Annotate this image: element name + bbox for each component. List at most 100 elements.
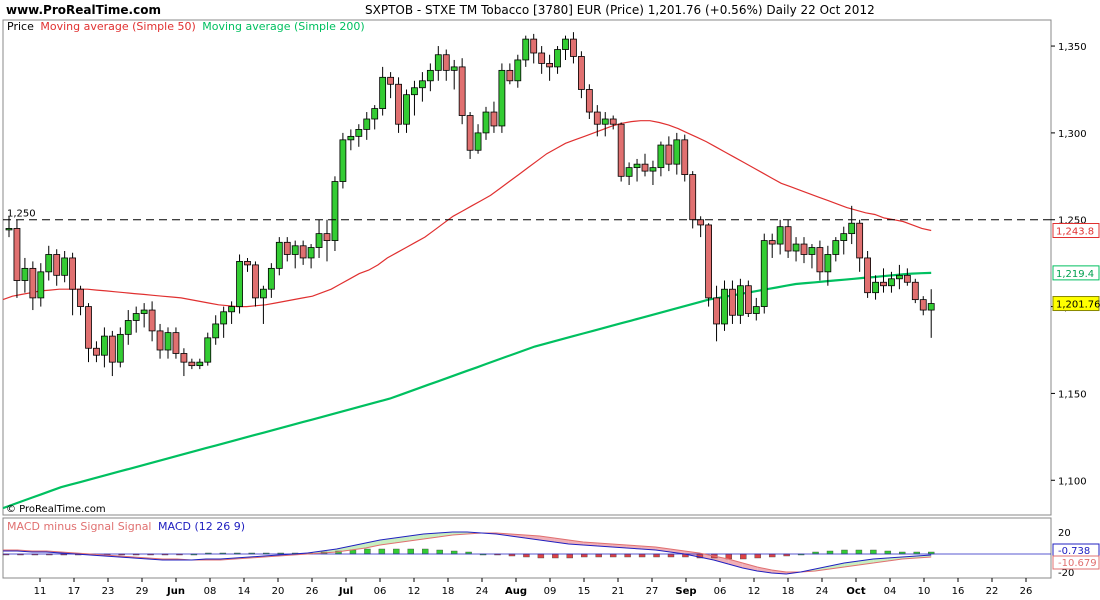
candle	[744, 280, 752, 317]
ma200-line	[2, 271, 932, 510]
candle	[824, 245, 832, 286]
candle	[29, 261, 37, 311]
candle	[490, 101, 498, 133]
candle	[267, 263, 275, 298]
chart-title: SXPTOB - STXE TM Tobacco [3780] EUR (Pri…	[365, 3, 875, 17]
macd-hist-bar	[436, 549, 443, 555]
x-tick-label: 06	[374, 586, 387, 597]
price-y-tick-label: 1,350	[1058, 42, 1087, 53]
candle	[148, 301, 156, 342]
x-tick-label: 10	[918, 586, 931, 597]
x-tick-label: Jun	[166, 586, 185, 597]
candle	[37, 263, 45, 307]
candle	[418, 72, 426, 102]
candle	[880, 268, 887, 293]
x-tick-label: Aug	[505, 586, 527, 597]
candles	[5, 32, 935, 377]
x-tick-label: 29	[136, 586, 149, 597]
x-tick-label: Jul	[338, 586, 353, 597]
candle	[13, 219, 21, 298]
candle	[681, 134, 689, 182]
candle	[768, 233, 776, 258]
x-tick-label: 12	[748, 586, 761, 597]
macd-y-tick-minus20: -20	[1058, 568, 1074, 579]
candle	[458, 58, 466, 125]
x-tick-label: 23	[102, 586, 115, 597]
macd-hist-bar	[653, 553, 660, 558]
candle	[140, 303, 148, 328]
candle	[21, 257, 29, 293]
candle	[77, 285, 84, 316]
candle	[69, 252, 76, 316]
price-y-tick-label: 1,150	[1058, 389, 1087, 400]
candle	[808, 244, 816, 269]
x-tick-label: 11	[34, 586, 47, 597]
macd-hist-bar	[826, 550, 834, 555]
candle	[299, 240, 307, 265]
candle	[188, 358, 196, 370]
candle	[331, 176, 339, 251]
ma50-polyline	[2, 120, 932, 308]
price-panel	[2, 19, 1052, 516]
x-tick-label: 24	[816, 586, 829, 597]
candle	[283, 237, 291, 262]
candle	[323, 219, 331, 262]
candle	[760, 233, 768, 314]
svg-text:-0.738: -0.738	[1058, 546, 1090, 557]
candle	[840, 226, 848, 255]
candle	[792, 237, 800, 262]
candle	[172, 327, 180, 359]
x-tick-label: 17	[68, 586, 81, 597]
candle	[252, 261, 259, 307]
candle	[61, 251, 69, 283]
candle	[291, 240, 299, 269]
candle	[927, 289, 935, 338]
macd-hist-bar	[595, 553, 602, 558]
candle	[570, 32, 577, 64]
signal-tag: -10.679	[1052, 555, 1100, 570]
candle	[919, 296, 927, 316]
candle	[196, 358, 204, 370]
candle	[705, 223, 712, 307]
reference-line-label: 1,250	[7, 209, 36, 220]
candle	[625, 162, 633, 185]
macd-lines	[3, 531, 932, 575]
candle	[673, 132, 681, 175]
candle	[307, 244, 315, 269]
x-tick-label: 15	[578, 586, 591, 597]
price-legend: Price Moving average (Simple 50) Moving …	[7, 20, 365, 33]
candle	[633, 158, 641, 182]
macd-hist-bar	[855, 549, 863, 555]
candle	[585, 84, 593, 119]
copyright: © ProRealTime.com	[6, 504, 106, 515]
svg-text:1,201.76: 1,201.76	[1056, 300, 1100, 311]
candle	[85, 303, 92, 363]
macd-hist-bar	[422, 548, 429, 555]
candle	[474, 124, 482, 154]
x-axis-ticks: 11 17 23 29 Jun 08 14 20 26 Jul 06 12 18 24 Aug 09 15 21 2…	[34, 578, 1032, 597]
candle	[506, 63, 514, 85]
candle	[530, 33, 538, 64]
candle	[856, 219, 864, 272]
candle	[562, 35, 569, 60]
candle	[339, 132, 347, 189]
x-tick-label: 18	[442, 586, 455, 597]
x-tick-label: Sep	[675, 586, 696, 597]
macd-legend: MACD minus Signal Signal MACD (12 26 9)	[7, 520, 245, 533]
x-tick-label: 24	[476, 586, 489, 597]
candle	[93, 341, 100, 363]
candle	[101, 327, 108, 368]
candle	[800, 237, 808, 264]
candle	[816, 240, 824, 281]
svg-text:1,243.8: 1,243.8	[1056, 227, 1094, 238]
candle	[220, 306, 228, 338]
candle	[53, 249, 61, 286]
macd-hist-bar	[393, 548, 400, 555]
legend-ma200: Moving average (Simple 200)	[202, 20, 364, 33]
x-tick-label: 04	[884, 586, 897, 597]
macd-y-tick-20: 20	[1058, 528, 1071, 539]
candle	[538, 46, 546, 74]
candle	[713, 285, 720, 342]
